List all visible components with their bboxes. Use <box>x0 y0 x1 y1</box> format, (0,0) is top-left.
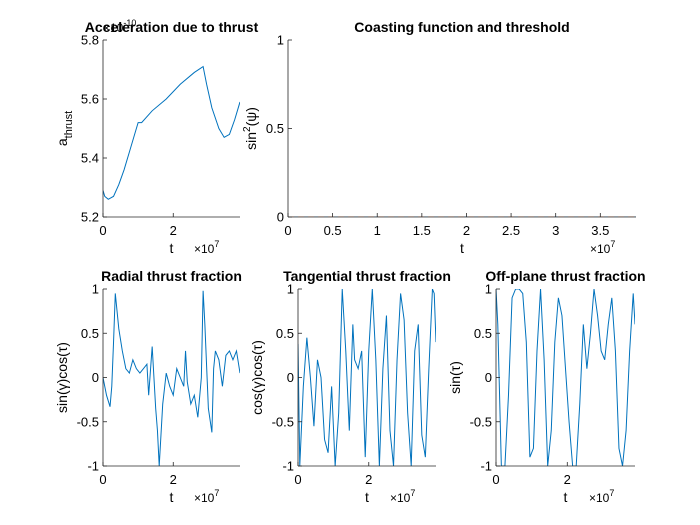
x-tick-label: 3 <box>552 223 559 238</box>
y-tick-label: 5.4 <box>81 151 99 166</box>
x-multiplier: ×107 <box>590 239 615 256</box>
y-tick-label: 1 <box>277 33 284 48</box>
x-tick-label: 2 <box>365 472 372 487</box>
x-tick-label: 3.5 <box>591 223 609 238</box>
y-tick-label: 0 <box>287 370 294 385</box>
series-line-1 <box>496 289 635 466</box>
y-tick-label: 0 <box>485 370 492 385</box>
x-multiplier: ×107 <box>589 488 614 505</box>
x-multiplier: ×107 <box>390 488 415 505</box>
x-tick-label: 0 <box>284 223 291 238</box>
x-tick-label: 2 <box>170 472 177 487</box>
y-tick-label: 0 <box>277 210 284 225</box>
chart-title: Off-plane thrust fraction <box>485 268 645 284</box>
chart-title: Radial thrust fraction <box>101 268 242 284</box>
x-axis-label: t <box>564 489 568 505</box>
x-tick-label: 1 <box>374 223 381 238</box>
x-tick-label: 2 <box>463 223 470 238</box>
x-tick-label: 0.5 <box>324 223 342 238</box>
x-axis-label: t <box>170 489 174 505</box>
y-tick-label: 1 <box>287 282 294 297</box>
x-tick-label: 0 <box>294 472 301 487</box>
y-tick-label: 0.5 <box>81 326 99 341</box>
y-tick-label: 0 <box>92 370 99 385</box>
y-axis-label: athrust <box>54 111 75 146</box>
chart-title: Tangential thrust fraction <box>283 268 451 284</box>
y-tick-label: 0.5 <box>266 121 284 136</box>
y-tick-label: -1 <box>480 459 492 474</box>
x-tick-label: 0 <box>492 472 499 487</box>
y-tick-label: 5.6 <box>81 92 99 107</box>
y-tick-label: -0.5 <box>272 414 294 429</box>
chart-title: Coasting function and threshold <box>354 19 569 35</box>
y-tick-label: 1 <box>92 282 99 297</box>
series-line-1 <box>103 65 240 200</box>
x-tick-label: 2 <box>170 223 177 238</box>
x-axis-label: t <box>170 240 174 256</box>
y-tick-label: -0.5 <box>470 414 492 429</box>
x-multiplier: ×107 <box>194 488 219 505</box>
y-tick-label: 0.5 <box>276 326 294 341</box>
series-line-1 <box>103 290 240 466</box>
y-axis-label: sin2(ψ) <box>242 107 259 150</box>
series-line-1 <box>298 289 436 466</box>
y-tick-label: 5.2 <box>81 210 99 225</box>
x-axis-label: t <box>460 240 464 256</box>
x-tick-label: 2.5 <box>502 223 520 238</box>
y-tick-label: 1 <box>485 282 492 297</box>
x-tick-label: 1.5 <box>413 223 431 238</box>
y-tick-label: -1 <box>87 459 99 474</box>
y-axis-label: sin(τ) <box>447 361 463 394</box>
subplot-2: 0 0.5 1 1.5 2 2.5 3 3.5 0 0.5 1 Coasting function a… <box>242 19 636 256</box>
x-multiplier: ×107 <box>194 239 219 256</box>
subplot-1: 0 25.25.45.65.8tathrust×107×10-10Accelera… <box>54 18 259 256</box>
y-tick-label: -1 <box>282 459 294 474</box>
y-axis-label: sin(γ)cos(τ) <box>54 342 70 413</box>
x-tick-label: 0 <box>99 472 106 487</box>
y-tick-label: 5.8 <box>81 33 99 48</box>
chart-title: Acceleration due to thrust <box>85 19 259 35</box>
x-tick-label: 0 <box>99 223 106 238</box>
y-tick-label: 0.5 <box>474 326 492 341</box>
x-tick-label: 2 <box>564 472 571 487</box>
y-axis-label: cos(γ)cos(τ) <box>249 340 265 415</box>
y-tick-label: -0.5 <box>77 414 99 429</box>
x-axis-label: t <box>365 489 369 505</box>
